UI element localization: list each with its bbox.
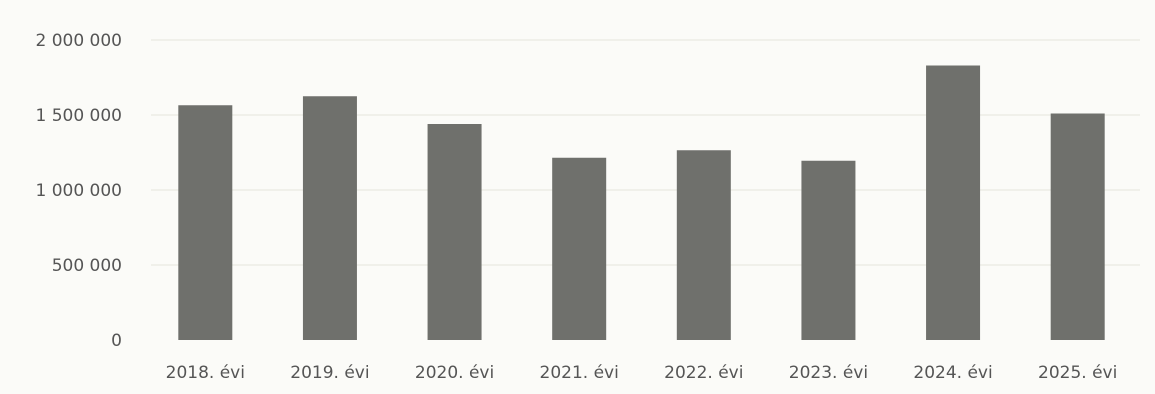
y-tick-label: 0 (111, 331, 122, 351)
x-tick-label: 2021. évi (540, 363, 619, 383)
x-axis-tick-labels: 2018. évi 2019. évi 2020. évi 2021. évi 2022… (166, 363, 1118, 383)
gridlines (151, 39, 1140, 266)
x-tick-label: 2020. évi (415, 363, 494, 383)
y-tick-label: 1 500 000 (35, 106, 122, 126)
y-tick-label: 500 000 (52, 256, 122, 276)
bar-4 (676, 150, 731, 340)
bar-1 (302, 96, 357, 340)
x-tick-label: 2018. évi (166, 363, 245, 383)
x-tick-label: 2025. évi (1038, 363, 1117, 383)
bar-3 (552, 157, 607, 340)
x-tick-label: 2024. évi (913, 363, 992, 383)
bar-5 (801, 160, 856, 340)
y-axis-tick-labels: 0 500 000 1 000 000 1 500 000 2 000 000 (35, 31, 122, 351)
bars (178, 65, 1105, 340)
bar-0 (178, 105, 233, 340)
bar-7 (1050, 113, 1105, 340)
y-tick-label: 1 000 000 (35, 181, 122, 201)
x-tick-label: 2023. évi (789, 363, 868, 383)
bar-6 (926, 65, 981, 340)
x-tick-label: 2022. évi (664, 363, 743, 383)
y-tick-label: 2 000 000 (35, 31, 122, 51)
bar-2 (427, 124, 482, 340)
x-tick-label: 2019. évi (290, 363, 369, 383)
